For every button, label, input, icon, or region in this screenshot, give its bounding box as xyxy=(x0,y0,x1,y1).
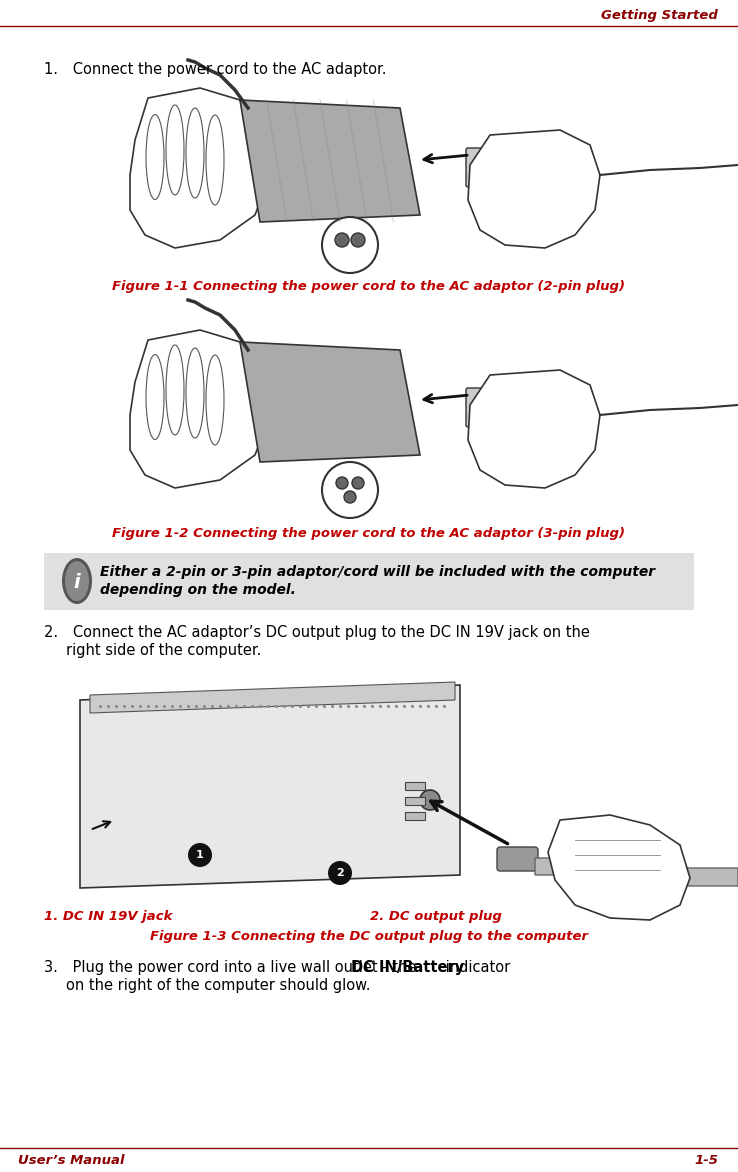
Text: depending on the model.: depending on the model. xyxy=(100,582,296,597)
Polygon shape xyxy=(130,88,270,248)
Text: 1. DC IN 19V jack: 1. DC IN 19V jack xyxy=(44,909,173,924)
Polygon shape xyxy=(80,684,460,888)
Circle shape xyxy=(344,491,356,503)
Circle shape xyxy=(188,843,212,867)
Polygon shape xyxy=(468,130,600,248)
Text: i: i xyxy=(74,572,80,592)
Circle shape xyxy=(322,462,378,518)
Polygon shape xyxy=(548,815,690,920)
Ellipse shape xyxy=(146,354,164,440)
Circle shape xyxy=(328,861,352,885)
Circle shape xyxy=(351,233,365,247)
Text: DC IN/Battery: DC IN/Battery xyxy=(351,960,464,975)
Text: Figure 1-1 Connecting the power cord to the AC adaptor (2-pin plug): Figure 1-1 Connecting the power cord to … xyxy=(112,280,626,293)
Text: indicator: indicator xyxy=(441,960,510,975)
Text: Either a 2-pin or 3-pin adaptor/cord will be included with the computer: Either a 2-pin or 3-pin adaptor/cord wil… xyxy=(100,565,655,579)
Ellipse shape xyxy=(146,115,164,199)
Bar xyxy=(405,812,425,820)
Bar xyxy=(44,75,694,268)
Text: 2: 2 xyxy=(336,868,344,878)
Circle shape xyxy=(336,477,348,489)
Ellipse shape xyxy=(166,105,184,195)
Text: right side of the computer.: right side of the computer. xyxy=(66,643,261,657)
Text: Figure 1-2 Connecting the power cord to the AC adaptor (3-pin plug): Figure 1-2 Connecting the power cord to … xyxy=(112,527,626,540)
Text: 1.  Connect the power cord to the AC adaptor.: 1. Connect the power cord to the AC adap… xyxy=(44,62,387,77)
Circle shape xyxy=(335,233,349,247)
Polygon shape xyxy=(130,331,270,488)
FancyBboxPatch shape xyxy=(497,847,538,871)
Text: 2. DC output plug: 2. DC output plug xyxy=(370,909,502,924)
Text: Getting Started: Getting Started xyxy=(601,9,718,22)
Ellipse shape xyxy=(206,355,224,445)
Circle shape xyxy=(322,217,378,273)
Text: 3.  Plug the power cord into a live wall outlet - the: 3. Plug the power cord into a live wall … xyxy=(44,960,421,975)
Polygon shape xyxy=(240,342,420,462)
Ellipse shape xyxy=(206,115,224,205)
Ellipse shape xyxy=(62,558,92,604)
Bar xyxy=(44,553,694,609)
Text: 2.  Connect the AC adaptor’s DC output plug to the DC IN 19V jack on the: 2. Connect the AC adaptor’s DC output pl… xyxy=(44,625,590,640)
FancyBboxPatch shape xyxy=(466,148,500,188)
Circle shape xyxy=(420,790,440,810)
Bar xyxy=(44,675,694,895)
Polygon shape xyxy=(468,370,600,488)
Text: Figure 1-3 Connecting the DC output plug to the computer: Figure 1-3 Connecting the DC output plug… xyxy=(150,931,588,943)
Bar xyxy=(44,325,694,515)
Text: User’s Manual: User’s Manual xyxy=(18,1153,125,1166)
FancyBboxPatch shape xyxy=(466,388,500,427)
Ellipse shape xyxy=(186,348,204,438)
Circle shape xyxy=(352,477,364,489)
Text: on the right of the computer should glow.: on the right of the computer should glow… xyxy=(66,977,370,993)
Ellipse shape xyxy=(186,108,204,198)
Polygon shape xyxy=(90,682,455,713)
Text: 1: 1 xyxy=(196,850,204,860)
Polygon shape xyxy=(535,858,738,886)
Ellipse shape xyxy=(166,345,184,435)
Bar xyxy=(405,797,425,805)
Ellipse shape xyxy=(65,561,89,601)
Polygon shape xyxy=(240,100,420,222)
Bar xyxy=(405,782,425,790)
Text: 1-5: 1-5 xyxy=(694,1153,718,1166)
